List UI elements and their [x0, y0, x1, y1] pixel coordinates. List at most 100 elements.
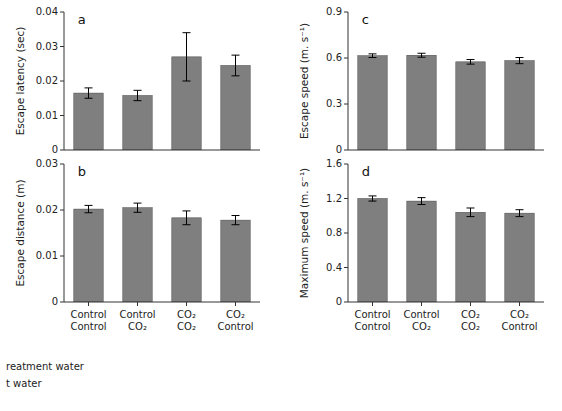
panel: 00.010.020.030.04Escape latency (sec)a [14, 6, 260, 155]
y-axis-label: Maximum speed (m. s⁻¹) [298, 168, 310, 298]
error-cap [134, 212, 142, 213]
y-tick [60, 46, 64, 47]
error-cap [369, 53, 377, 54]
x-tick-label-line: CO₂ [128, 321, 147, 332]
error-cap [418, 53, 426, 54]
y-axis [348, 12, 349, 150]
y-tick-label: 0.8 [326, 227, 342, 238]
x-tick-label-line: CO₂ [510, 309, 529, 320]
annotation: reatment water [6, 361, 85, 372]
error-cap [418, 197, 426, 198]
y-tick [60, 81, 64, 82]
bar [123, 208, 152, 302]
y-tick [60, 115, 64, 116]
error-stem [137, 90, 138, 100]
error-cap [134, 100, 142, 101]
error-cap [467, 59, 475, 60]
y-tick [60, 164, 64, 165]
error-stem [235, 55, 236, 76]
x-tick-label-line: CO₂ [461, 321, 480, 332]
x-tick-label: ControlCO₂ [403, 309, 439, 332]
error-stem [421, 198, 422, 205]
error-cap [232, 224, 240, 225]
error-bar [369, 196, 377, 201]
error-cap [516, 63, 524, 64]
annotation: t water [6, 378, 42, 389]
error-stem [186, 211, 187, 225]
error-cap [183, 81, 191, 82]
y-tick [344, 164, 348, 165]
bar [456, 62, 485, 150]
bar [358, 56, 387, 150]
error-bar [467, 60, 475, 65]
error-cap [134, 90, 142, 91]
y-tick [344, 198, 348, 199]
y-tick [344, 233, 348, 234]
bar [221, 65, 250, 150]
y-tick-label: 0.3 [326, 98, 342, 109]
x-tick-label-line: CO₂ [177, 309, 196, 320]
error-cap [183, 224, 191, 225]
error-cap [467, 207, 475, 208]
error-bar [516, 58, 524, 64]
error-bar [134, 203, 142, 212]
error-stem [88, 88, 89, 98]
y-tick-label: 0.03 [36, 158, 58, 169]
panel: 00.30.60.9Escape speed (m. s⁻¹)c [298, 6, 544, 155]
error-cap [516, 57, 524, 58]
error-stem [470, 60, 471, 65]
x-tick [137, 302, 138, 306]
error-cap [516, 209, 524, 210]
error-stem [421, 53, 422, 57]
bar [221, 220, 250, 302]
y-tick [60, 12, 64, 13]
error-cap [183, 32, 191, 33]
y-tick-label: 1.2 [326, 193, 342, 204]
x-tick-label-line: Control [70, 321, 106, 332]
y-tick-label: 0.4 [326, 262, 342, 273]
y-tick-label: 0.01 [36, 110, 58, 121]
error-bar [183, 211, 191, 225]
bar [505, 61, 534, 150]
panel-label: d [362, 164, 370, 179]
bar [505, 213, 534, 302]
bar [172, 218, 201, 302]
error-stem [137, 203, 138, 212]
error-bar [232, 216, 240, 225]
error-cap [85, 98, 93, 99]
y-tick [60, 150, 64, 151]
x-tick-label: ControlControl [354, 309, 390, 332]
error-bar [85, 88, 93, 98]
figure: 00.010.020.030.04Escape latency (sec)a 00… [0, 0, 562, 411]
x-tick-label-line: CO₂ [461, 309, 480, 320]
error-cap [369, 195, 377, 196]
y-axis [64, 164, 65, 302]
bar [358, 199, 387, 303]
y-tick [344, 267, 348, 268]
marks [358, 53, 534, 150]
error-bar [183, 33, 191, 81]
y-axis-label: Escape speed (m. s⁻¹) [298, 23, 310, 139]
error-stem [186, 33, 187, 81]
x-tick-label-line: Control [217, 321, 253, 332]
y-tick [60, 302, 64, 303]
y-tick-label: 0.02 [36, 204, 58, 215]
x-tick-label: CO₂Control [501, 309, 537, 332]
bar [123, 95, 152, 150]
error-cap [85, 205, 93, 206]
x-tick-label: CO₂CO₂ [461, 309, 480, 332]
y-tick [344, 104, 348, 105]
error-cap [369, 57, 377, 58]
error-cap [467, 216, 475, 217]
error-cap [369, 201, 377, 202]
bar [74, 93, 103, 150]
y-tick-label: 0.03 [36, 41, 58, 52]
x-axis [64, 150, 260, 151]
error-stem [470, 208, 471, 217]
x-axis [348, 302, 544, 303]
error-stem [235, 216, 236, 225]
x-tick [372, 302, 373, 306]
x-tick-label-line: Control [70, 309, 106, 320]
x-tick [186, 302, 187, 306]
x-tick-label: ControlControl [70, 309, 106, 332]
